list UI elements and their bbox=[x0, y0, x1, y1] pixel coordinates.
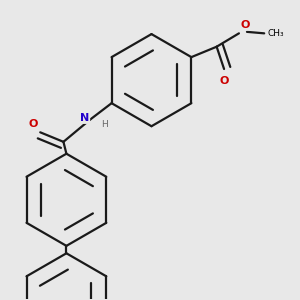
Text: O: O bbox=[240, 20, 250, 30]
Text: H: H bbox=[101, 120, 108, 129]
Text: N: N bbox=[80, 113, 89, 123]
Text: O: O bbox=[28, 119, 38, 129]
Text: CH₃: CH₃ bbox=[267, 29, 284, 38]
Text: O: O bbox=[219, 76, 229, 86]
